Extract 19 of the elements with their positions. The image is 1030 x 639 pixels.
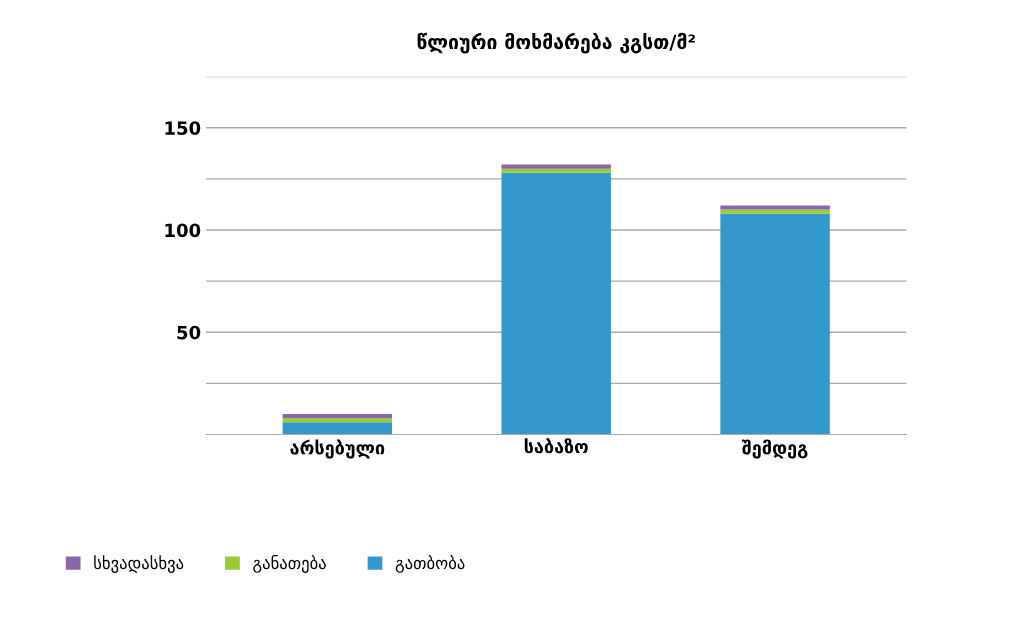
x-tick-label: საბაზო: [524, 438, 588, 454]
bar: [501, 172, 611, 435]
y-tick-label: 100: [165, 223, 201, 238]
legend-label: განათება: [253, 554, 326, 573]
x-tick-label: არსებული: [290, 439, 385, 459]
bar: [501, 168, 611, 173]
bar: [720, 205, 830, 210]
bar: [720, 213, 830, 435]
legend-label: სხვადასხვა: [94, 555, 184, 573]
y-tick-label: 50: [177, 325, 201, 340]
bar: [501, 164, 611, 169]
bar: [282, 422, 393, 435]
legend-label: გათბობა: [395, 554, 465, 573]
y-tick-label: 150: [165, 121, 201, 135]
chart-title: წლიური მოხმარება კგსთ/მ²: [417, 32, 695, 54]
bar: [282, 418, 393, 423]
bar: [282, 414, 393, 419]
x-tick-label: შემდეგ: [742, 439, 808, 459]
bar: [720, 209, 830, 214]
